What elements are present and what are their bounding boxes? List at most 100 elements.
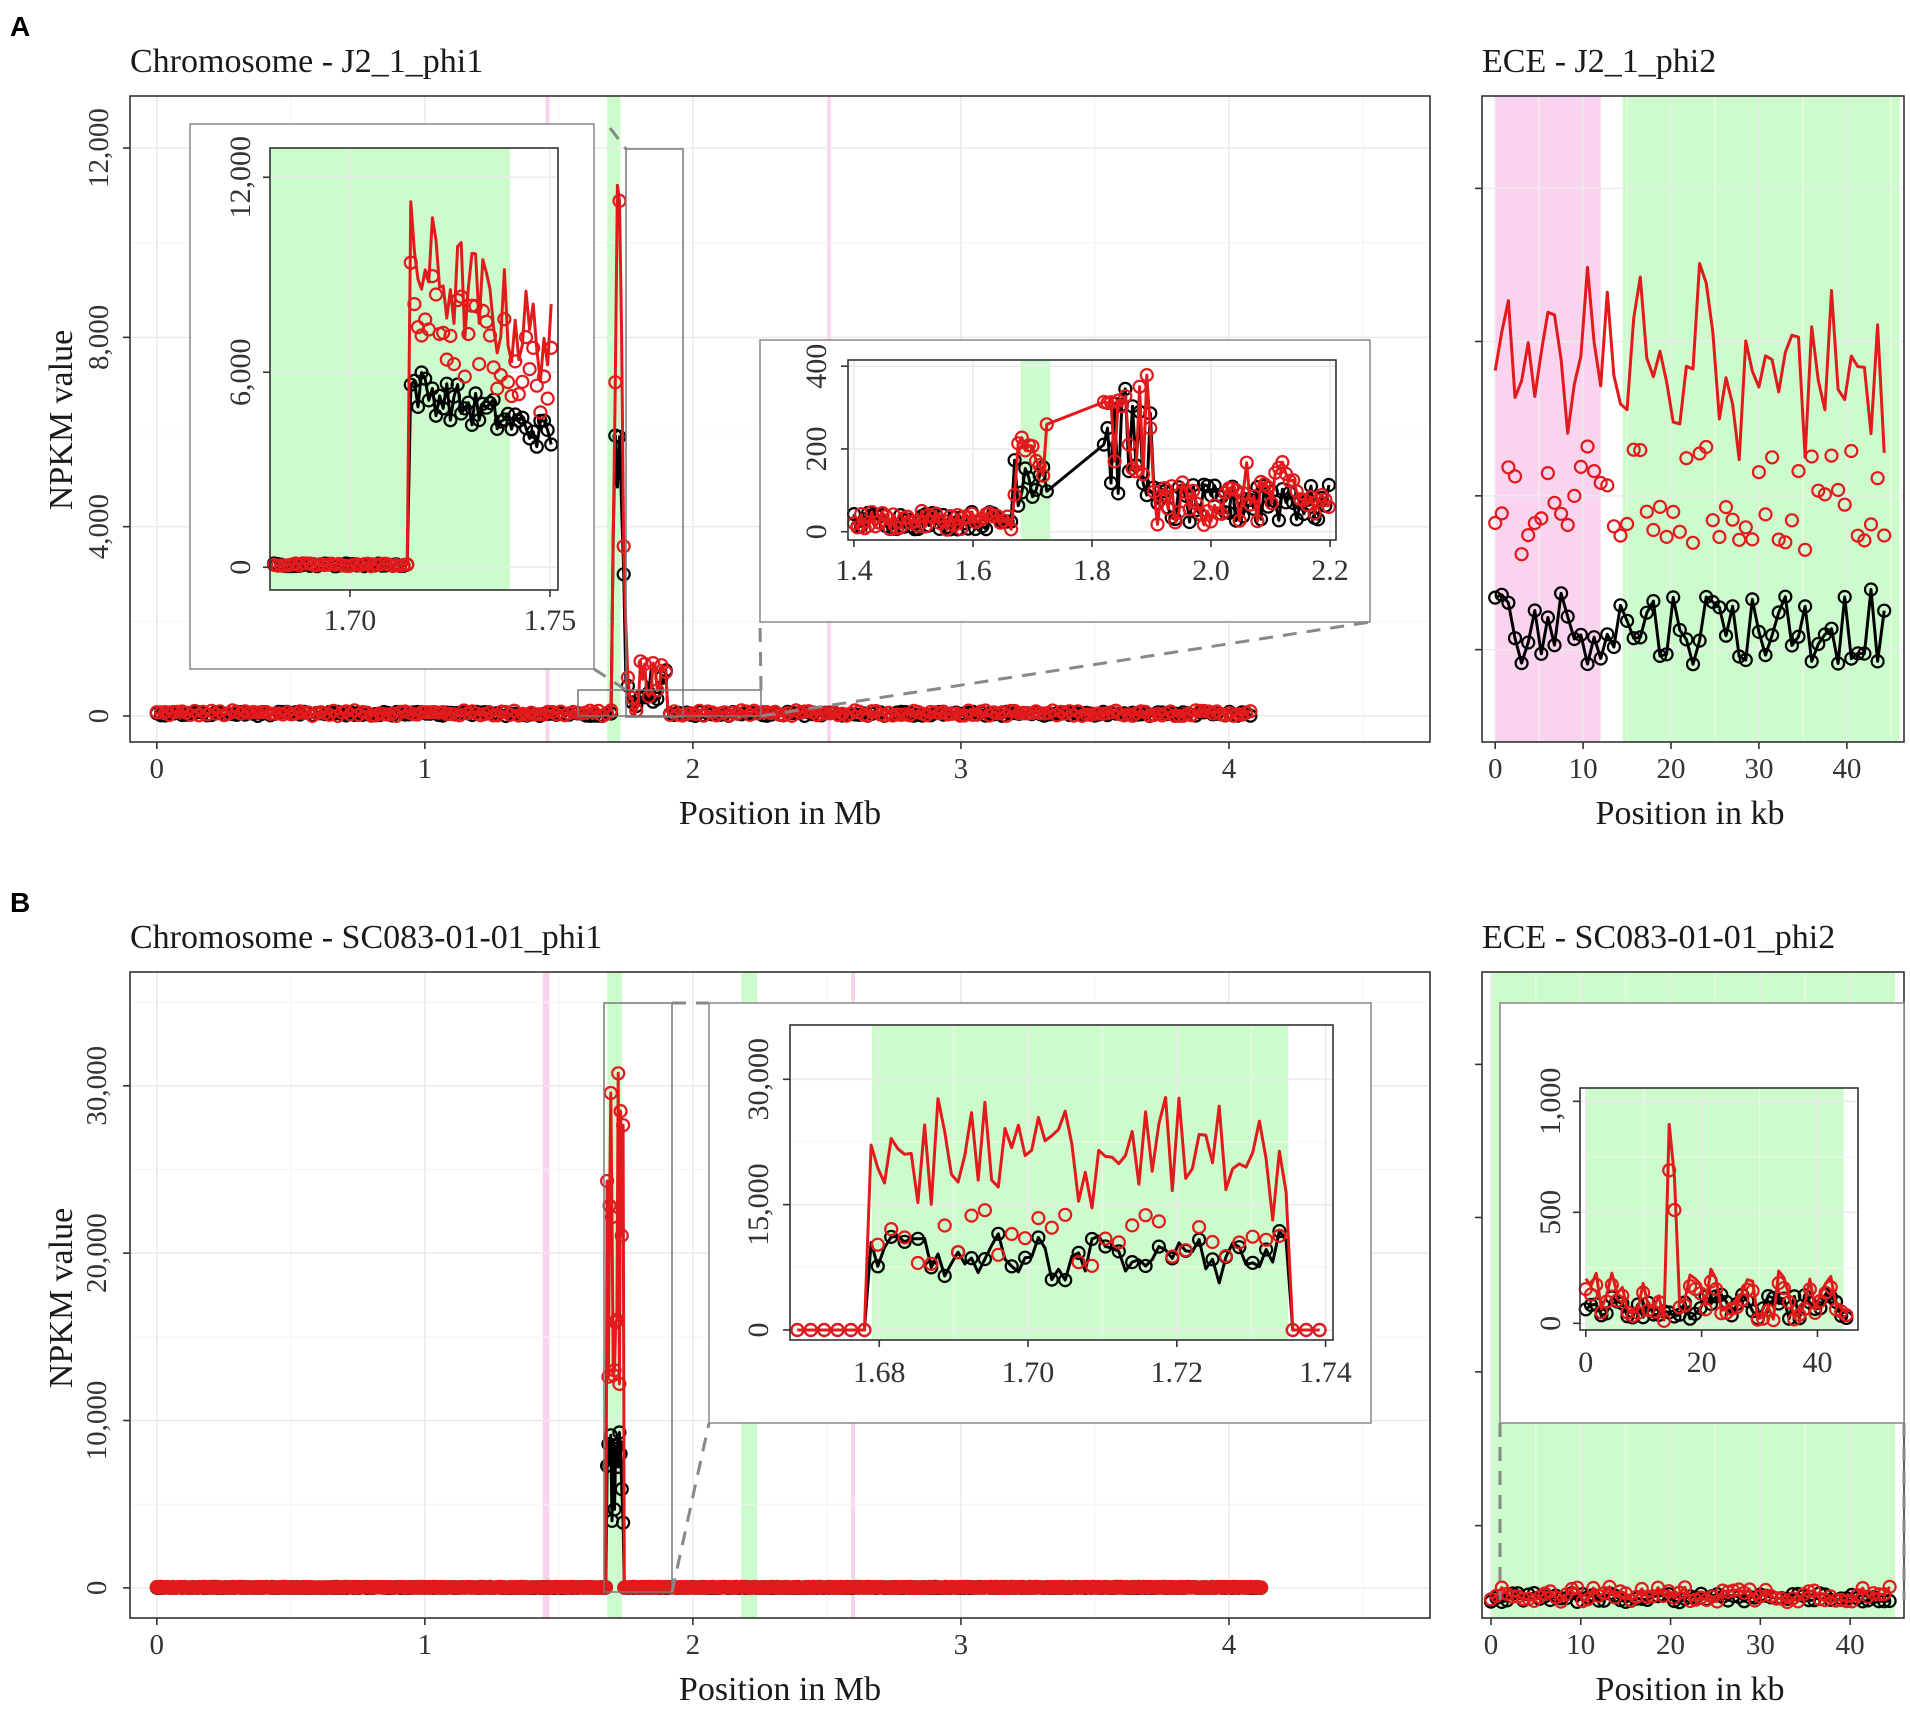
data-point bbox=[1547, 495, 1562, 510]
data-point bbox=[1272, 1228, 1287, 1244]
data-point bbox=[1139, 368, 1154, 383]
data-point bbox=[486, 360, 501, 375]
data-point bbox=[1766, 1312, 1781, 1328]
x-tick-label: 30 bbox=[1746, 1629, 1775, 1661]
data-point bbox=[1205, 1252, 1220, 1267]
data-point bbox=[1656, 1313, 1672, 1328]
data-point bbox=[457, 369, 472, 384]
data-point bbox=[1232, 513, 1247, 528]
data-point bbox=[518, 330, 534, 345]
data-point bbox=[1882, 1579, 1897, 1595]
data-point bbox=[1264, 496, 1279, 511]
data-point bbox=[1604, 1277, 1620, 1292]
data-point bbox=[1589, 1277, 1604, 1292]
data-point bbox=[1633, 630, 1648, 645]
data-point bbox=[191, 708, 206, 723]
zoom-region-a2 bbox=[577, 689, 762, 717]
data-point bbox=[1633, 443, 1648, 458]
data-point bbox=[1870, 654, 1885, 669]
data-point bbox=[1004, 1259, 1019, 1274]
data-point bbox=[1844, 443, 1859, 459]
data-point bbox=[1275, 482, 1290, 497]
data-point bbox=[882, 521, 897, 536]
data-point bbox=[1232, 1235, 1247, 1250]
x-tick-label: 1.4 bbox=[835, 554, 873, 587]
data-point bbox=[1593, 651, 1608, 666]
data-point bbox=[953, 521, 969, 537]
series-black bbox=[1488, 582, 1892, 672]
data-point bbox=[1143, 421, 1158, 436]
data-point bbox=[965, 707, 980, 723]
data-point bbox=[1218, 1248, 1234, 1264]
data-point bbox=[461, 395, 476, 410]
data-point bbox=[1507, 631, 1523, 646]
data-point bbox=[1781, 1294, 1797, 1310]
data-point bbox=[1830, 656, 1846, 671]
data-point bbox=[1253, 1580, 1269, 1595]
data-point bbox=[461, 326, 476, 342]
x-tick-label: 2 bbox=[686, 1629, 701, 1661]
series-line bbox=[156, 1431, 1262, 1590]
data-point bbox=[599, 1173, 615, 1189]
data-point bbox=[1132, 379, 1147, 394]
y-tick-label: 1,000 bbox=[1534, 1068, 1567, 1136]
data-point bbox=[1107, 454, 1122, 469]
data-point bbox=[1778, 535, 1793, 550]
y-tick-label: 400 bbox=[800, 344, 833, 389]
data-point bbox=[937, 1268, 952, 1284]
y-tick-label: 20,000 bbox=[81, 1213, 113, 1293]
data-point bbox=[1098, 1231, 1113, 1246]
data-point bbox=[1312, 1322, 1327, 1338]
y-tick-label: 0 bbox=[742, 1322, 775, 1337]
data-point bbox=[1613, 528, 1628, 543]
data-point bbox=[486, 708, 501, 723]
plot-b-inset-highlight-green bbox=[871, 1025, 1289, 1340]
data-point bbox=[1025, 489, 1040, 504]
data-point bbox=[1196, 517, 1212, 532]
x-tick-label: 4 bbox=[1222, 753, 1237, 785]
data-point bbox=[1640, 1589, 1655, 1605]
data-point bbox=[1745, 532, 1760, 547]
data-point bbox=[425, 381, 440, 396]
data-point bbox=[500, 375, 516, 390]
data-point bbox=[1044, 1272, 1059, 1287]
data-point bbox=[1599, 1294, 1614, 1309]
x-tick-label: 1.72 bbox=[1151, 1356, 1204, 1389]
plot-a-inset-1: 1.70 1.75 0 6,000 12,000 bbox=[224, 136, 576, 637]
data-point bbox=[1084, 1231, 1100, 1247]
data-point bbox=[943, 508, 958, 524]
data-point bbox=[1289, 484, 1304, 499]
data-point bbox=[1619, 516, 1635, 532]
y-tick-label: 12,000 bbox=[224, 136, 257, 219]
data-point bbox=[1771, 532, 1786, 547]
data-point bbox=[1791, 629, 1806, 644]
data-point bbox=[1025, 439, 1040, 454]
data-point bbox=[1615, 1288, 1630, 1303]
zoom-connector bbox=[608, 127, 628, 150]
data-point bbox=[479, 314, 494, 329]
data-point bbox=[450, 377, 465, 392]
data-point bbox=[650, 691, 665, 707]
data-point bbox=[1007, 453, 1022, 468]
data-point bbox=[1261, 480, 1276, 495]
data-point bbox=[611, 1066, 626, 1081]
data-point bbox=[1111, 1235, 1126, 1250]
data-point bbox=[1039, 417, 1054, 432]
panel-label-a: A bbox=[10, 11, 30, 42]
data-point bbox=[1125, 461, 1140, 476]
data-point bbox=[1121, 437, 1137, 452]
data-point bbox=[1715, 1583, 1730, 1598]
data-point bbox=[1151, 1214, 1167, 1229]
data-point bbox=[1776, 1280, 1792, 1296]
x-tick-label: 3 bbox=[954, 1629, 969, 1661]
x-tick-label: 1.74 bbox=[1299, 1356, 1352, 1389]
x-tick-label: 2.0 bbox=[1192, 554, 1230, 587]
data-point bbox=[497, 312, 512, 327]
data-point bbox=[1791, 464, 1806, 479]
series-red bbox=[1488, 262, 1892, 562]
data-point bbox=[790, 1322, 805, 1338]
plot-a-inset-1-highlight-green bbox=[270, 148, 510, 590]
data-point bbox=[1214, 506, 1229, 522]
data-point bbox=[526, 340, 541, 355]
data-point bbox=[1877, 528, 1892, 543]
